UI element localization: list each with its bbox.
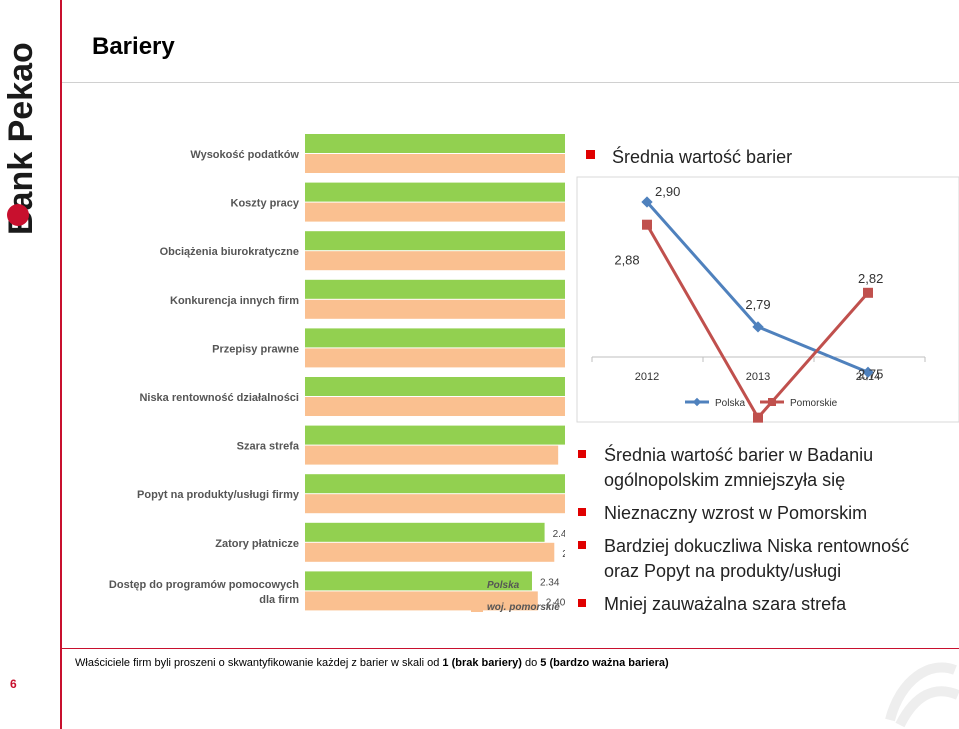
- data-label: 2,90: [655, 184, 680, 199]
- page-number: 6: [10, 677, 17, 691]
- bar-pomorskie: [305, 445, 559, 465]
- data-point: [752, 321, 764, 333]
- data-label: 2,75: [858, 366, 883, 381]
- bar-polska: [305, 377, 565, 396]
- data-label: 2.47: [553, 529, 565, 540]
- category-label: Przepisy prawne: [212, 343, 299, 355]
- legend-swatch: [471, 600, 483, 612]
- bar-polska: [305, 182, 565, 202]
- footer-divider: [62, 648, 959, 649]
- data-point: [642, 219, 652, 230]
- bar-polska: [305, 134, 565, 153]
- bar-polska: [305, 425, 565, 445]
- logo-emblem: [7, 204, 29, 226]
- chart-frame: [576, 176, 959, 423]
- bar-polska: [305, 522, 545, 542]
- data-label: 2.34: [540, 577, 560, 588]
- bar-pomorskie: [305, 348, 565, 368]
- bar-pomorskie: [305, 202, 565, 222]
- series-line-pomorskie: [645, 223, 870, 421]
- bar-pomorskie: [305, 397, 565, 416]
- bullet-text: Bardziej dokuczliwa Niska rentowność ora…: [604, 536, 910, 581]
- bullet-text: Nieznaczny wzrost w Pomorskim: [604, 503, 868, 523]
- category-label: Dostęp do programów pomocowych: [109, 579, 299, 591]
- line-chart-title: Średnia wartość barier: [612, 146, 792, 167]
- bar-pomorskie: [305, 154, 565, 173]
- legend-marker: [692, 397, 702, 407]
- bullet-item: Mniej zauważalna szara strefa: [578, 592, 948, 617]
- category-label: Zatory płatnicze: [215, 538, 299, 550]
- title-bullet-icon: [586, 150, 595, 159]
- watermark-graphic: [885, 662, 959, 728]
- bar-polska: [305, 474, 565, 494]
- bullet-icon: [578, 541, 586, 549]
- bar-pomorskie: [305, 542, 555, 562]
- data-label: 2,79: [745, 297, 770, 312]
- category-label: Popyt na produkty/usługi firmy: [137, 489, 300, 501]
- legend-swatch: [471, 578, 483, 590]
- bullet-icon: [578, 450, 586, 458]
- category-label: dla firm: [259, 594, 299, 606]
- category-label: Szara strefa: [237, 441, 300, 453]
- category-label: Koszty pracy: [231, 198, 300, 210]
- average-barrier-line-chart: Średnia wartość barier2012201320142,902,…: [576, 146, 959, 423]
- data-label: 2.57: [562, 549, 565, 560]
- category-label: Obciążenia biurokratyczne: [160, 246, 299, 258]
- category-label: Niska rentowność działalności: [139, 392, 299, 404]
- x-tick-label: 2013: [746, 371, 770, 383]
- legend-marker: [768, 398, 776, 406]
- x-tick-label: 2012: [635, 371, 659, 383]
- legend-label: Polska: [715, 398, 745, 409]
- bar-pomorskie: [305, 251, 565, 271]
- category-label: Konkurencja innych firm: [170, 295, 299, 307]
- legend-label: Pomorskie: [790, 398, 838, 409]
- bar-polska: [305, 328, 565, 348]
- footnote-text: do: [521, 657, 541, 669]
- header-divider: [62, 82, 959, 83]
- bar-polska: [305, 279, 565, 299]
- category-label: Wysokość podatków: [190, 149, 299, 161]
- bar-pomorskie: [305, 299, 565, 319]
- page-title: Bariery: [92, 33, 175, 60]
- bar-pomorskie: [305, 494, 565, 514]
- sidebar: Bank Pekao 6: [0, 0, 60, 729]
- data-point: [753, 412, 763, 423]
- barriers-bar-chart: Wysokość podatków3.713.68Koszty pracy3.4…: [109, 134, 565, 613]
- bullet-item: Średnia wartość barier w Badaniu ogólnop…: [578, 443, 948, 493]
- data-point: [863, 287, 873, 298]
- footnote-min: 1 (brak bariery): [442, 657, 522, 669]
- bullet-list: Średnia wartość barier w Badaniu ogólnop…: [578, 443, 948, 625]
- bullet-text: Średnia wartość barier w Badaniu ogólnop…: [604, 445, 874, 490]
- footnote: Właściciele firm byli proszeni o skwanty…: [75, 657, 669, 669]
- bullet-item: Nieznaczny wzrost w Pomorskim: [578, 501, 948, 526]
- bullet-item: Bardziej dokuczliwa Niska rentowność ora…: [578, 534, 948, 584]
- bank-logo: Bank Pekao: [2, 42, 40, 235]
- footnote-max: 5 (bardzo ważna bariera): [540, 657, 669, 669]
- series-line-polska: [645, 201, 869, 374]
- logo-text: Bank Pekao: [2, 42, 40, 235]
- legend-label: woj. pomorskie: [487, 602, 560, 613]
- footnote-text: Właściciele firm byli proszeni o skwanty…: [75, 657, 443, 669]
- legend-label: Polska: [487, 580, 520, 591]
- bullet-icon: [578, 508, 586, 516]
- bullet-icon: [578, 599, 586, 607]
- sidebar-divider: [60, 0, 62, 729]
- data-point: [862, 366, 874, 378]
- data-label: 2.40: [546, 597, 565, 608]
- bar-polska: [305, 231, 565, 251]
- data-label: 2,82: [858, 271, 883, 286]
- bullet-text: Mniej zauważalna szara strefa: [604, 594, 847, 614]
- data-label: 2,88: [614, 253, 639, 268]
